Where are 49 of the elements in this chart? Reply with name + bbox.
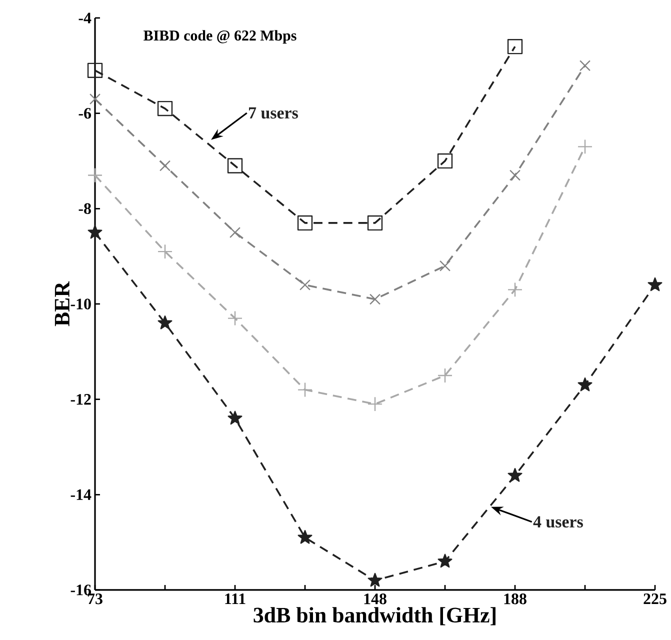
- point: [579, 60, 591, 72]
- y-tick-label: -16: [70, 584, 92, 596]
- x-tick-label: 188: [504, 594, 526, 604]
- point: [227, 310, 243, 326]
- point: [159, 160, 171, 172]
- text: BIBD code @ 622 Mbps: [144, 30, 296, 44]
- point: [648, 277, 662, 292]
- y-axis-title: BER: [54, 281, 70, 326]
- point: [509, 170, 521, 181]
- y-tick-label: -14: [70, 489, 92, 500]
- x-tick-label: 148: [364, 594, 386, 604]
- point: [297, 382, 313, 398]
- point: [157, 244, 173, 260]
- point: [299, 279, 311, 290]
- point: [158, 315, 172, 330]
- y-tick-label: -6: [78, 108, 92, 119]
- point: [507, 282, 523, 298]
- point: [227, 158, 243, 174]
- point: [438, 554, 452, 568]
- x-tick-label: 111: [225, 594, 246, 604]
- point: [228, 410, 242, 425]
- point: [157, 100, 173, 116]
- point: [507, 39, 523, 54]
- y-tick-label: -10: [70, 298, 91, 310]
- point: [87, 62, 103, 78]
- y-tick-label: -8: [78, 203, 91, 214]
- x-tick-label: 225: [644, 594, 666, 604]
- point: [439, 260, 451, 272]
- y-tick-label: -12: [70, 394, 91, 405]
- point: [368, 572, 382, 587]
- y-tick-label: -4: [78, 12, 92, 24]
- point: [298, 530, 312, 544]
- text: 7 users: [249, 107, 298, 119]
- point: [577, 139, 593, 154]
- point: [578, 377, 592, 392]
- point: [229, 226, 241, 238]
- point: [87, 168, 103, 183]
- x-axis-title: 3dB bin bandwidth [GHz]: [254, 607, 496, 626]
- point: [367, 215, 383, 231]
- point: [88, 224, 102, 239]
- text: 4 users: [533, 516, 583, 528]
- point: [508, 468, 522, 482]
- point: [367, 396, 383, 412]
- point: [369, 294, 381, 305]
- x-tick-label: 73: [88, 594, 102, 604]
- point: [89, 93, 101, 105]
- point: [297, 215, 313, 231]
- point: [437, 153, 453, 169]
- point: [437, 368, 453, 384]
